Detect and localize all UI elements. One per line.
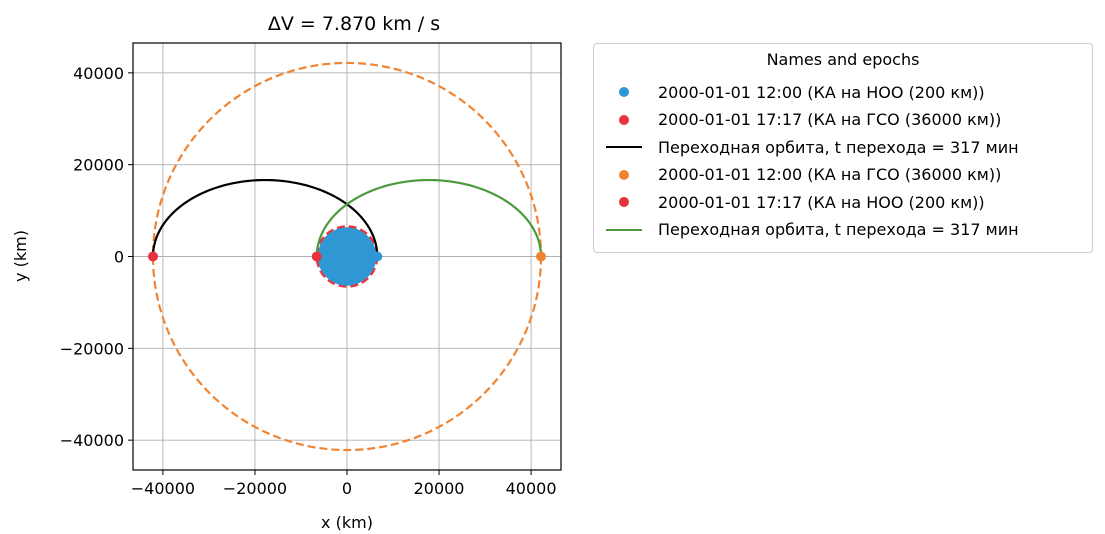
legend-label: 2000-01-01 17:17 (КА на ГСО (36000 км)) [658,110,1002,129]
legend-title: Names and epochs [766,50,920,69]
legend-line-swatch [602,135,646,159]
x-tick-label: −40000 [131,479,195,498]
earth-disk [317,227,377,286]
position-marker [536,251,547,262]
y-tick-label: 0 [114,248,124,267]
legend-marker-swatch [602,190,646,214]
x-axis-label: x (km) [321,513,373,532]
legend-item: 2000-01-01 17:17 (КА на ГСО (36000 км)) [602,108,1001,132]
legend-item: 2000-01-01 12:00 (КА на НОО (200 км)) [602,80,985,104]
y-tick-label: −20000 [60,339,124,358]
legend-marker-swatch [602,163,646,187]
y-tick-label: 20000 [73,156,124,175]
transfer-orbit-path [315,178,543,257]
legend-label: 2000-01-01 12:00 (КА на НОО (200 км)) [658,82,985,102]
plot-area [147,61,547,452]
legend-line-swatch [602,218,646,242]
legend-label: 2000-01-01 12:00 (КА на ГСО (36000 км)) [658,165,1002,184]
position-marker [372,251,383,262]
chart-title: ΔV = 7.870 km / s [268,13,440,35]
legend-item: Переходная орбита, t перехода = 317 мин [602,135,1019,159]
axis-ticks: −40000 −20000 0 20000 40000 −40000 −20000 0 2000… [60,64,557,498]
position-marker [147,251,158,262]
legend-label: Переходная орбита, t перехода = 317 мин [658,220,1019,239]
legend-label: Переходная орбита, t перехода = 317 мин [658,137,1019,157]
position-marker [311,251,322,262]
y-tick-label: 40000 [73,64,124,83]
x-tick-label: 20000 [414,479,465,498]
legend: Names and epochs 2000-01-01 12:00 (КА на… [593,43,1093,253]
legend-label: 2000-01-01 17:17 (КА на НОО (200 км)) [658,192,985,212]
grid [133,43,561,470]
transfer-orbit-path [151,178,379,257]
legend-marker-swatch [602,80,646,104]
legend-item: 2000-01-01 17:17 (КА на НОО (200 км)) [602,190,985,214]
legend-item: 2000-01-01 12:00 (КА на ГСО (36000 км)) [602,163,1001,187]
legend-marker-swatch [602,108,646,132]
y-axis-label: y (km) [11,230,30,282]
x-tick-label: 40000 [506,479,557,498]
legend-item: Переходная орбита, t перехода = 317 мин [602,218,1019,242]
x-tick-label: −20000 [223,479,287,498]
x-tick-label: 0 [342,479,352,498]
y-tick-label: −40000 [60,431,124,450]
